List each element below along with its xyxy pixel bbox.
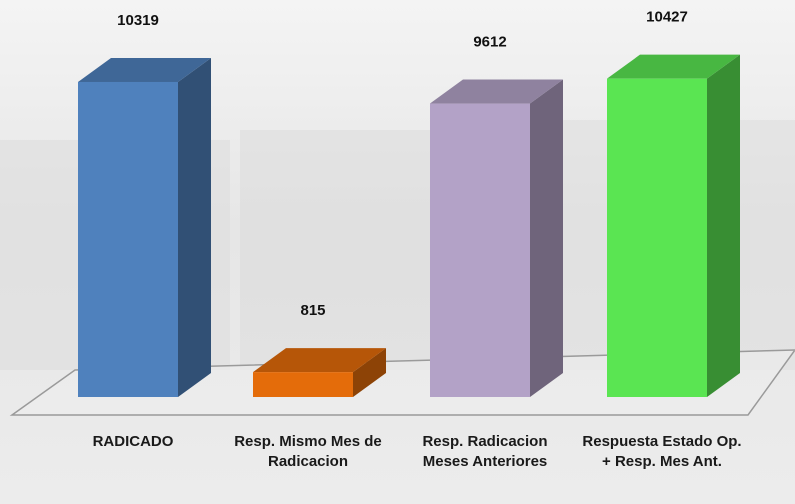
bar-side bbox=[530, 80, 563, 397]
category-label: Respuesta Estado Op. + Resp. Mes Ant. bbox=[577, 432, 747, 472]
category-label: Resp. Mismo Mes de Radicacion bbox=[223, 432, 393, 472]
bar bbox=[430, 104, 530, 397]
value-label: 10427 bbox=[646, 9, 688, 26]
bar bbox=[78, 82, 178, 397]
category-label: Resp. Radicacion Meses Anteriores bbox=[400, 432, 570, 472]
value-label: 10319 bbox=[117, 12, 159, 29]
chart: 10319 815 9612 10427 RADICADOResp. Mismo Me… bbox=[0, 0, 795, 504]
bar bbox=[607, 79, 707, 397]
value-label: 815 bbox=[300, 302, 325, 319]
chart-canvas: 10319 815 9612 10427 bbox=[0, 0, 795, 504]
bar-side bbox=[178, 58, 211, 397]
bar bbox=[253, 372, 353, 397]
category-label: RADICADO bbox=[48, 432, 218, 452]
bar-side bbox=[707, 55, 740, 397]
value-label: 9612 bbox=[473, 34, 506, 51]
